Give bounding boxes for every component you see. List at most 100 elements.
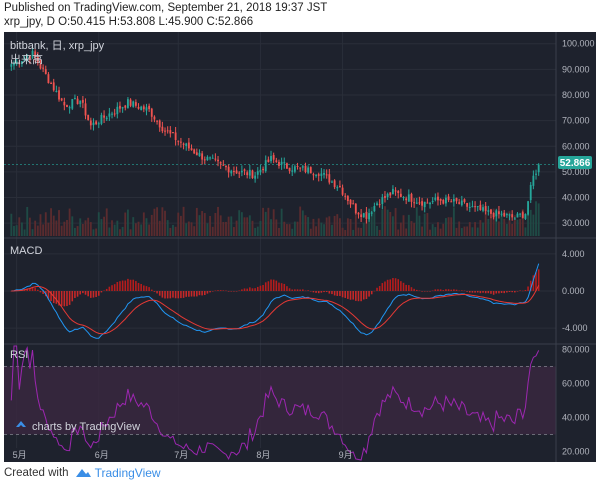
volume-bar (142, 212, 145, 236)
macd-histogram-bar (392, 278, 394, 291)
macd-histogram-bar (129, 279, 132, 291)
macd-histogram-bar (103, 290, 105, 291)
macd-histogram-bar (143, 285, 145, 291)
candle-body (426, 202, 429, 204)
candle-body (315, 174, 318, 176)
candle-body (270, 156, 272, 162)
macd-histogram-bar (352, 291, 354, 300)
candle-body (497, 211, 500, 215)
candle-body (495, 210, 498, 217)
candle-body (505, 214, 508, 216)
macd-histogram-bar (150, 289, 153, 291)
candle-body (410, 193, 413, 202)
volume-bar (161, 207, 164, 236)
macd-histogram-bar (241, 289, 243, 291)
candle-body (60, 98, 63, 101)
volume-bar (225, 221, 227, 236)
macd-histogram-bar (249, 287, 251, 291)
candle-body (95, 121, 98, 125)
candle-body (532, 175, 535, 186)
candle-body (437, 196, 439, 201)
macd-histogram-bar (196, 291, 198, 297)
volume-bar (60, 225, 63, 236)
macd-histogram-bar (431, 290, 434, 292)
chart-svg[interactable]: -4.000 0.000 4.000 20.000 40.000 60.000 80.00… (0, 32, 600, 462)
volume-bar (267, 207, 270, 236)
candle-body (365, 211, 368, 219)
tradingview-watermark[interactable]: charts by TradingView (16, 421, 140, 433)
volume-bar (246, 217, 249, 236)
volume-bar (336, 214, 339, 236)
watermark-text: charts by TradingView (32, 421, 140, 433)
volume-bar (100, 219, 103, 236)
candle-body (415, 202, 418, 204)
volume-bar (15, 225, 18, 236)
candle-body (521, 212, 524, 218)
macd-histogram-bar (445, 289, 447, 291)
candle-body (484, 206, 487, 211)
candle-body (201, 153, 204, 160)
macd-histogram-bar (294, 289, 296, 291)
macd-histogram-bar (439, 289, 442, 291)
macd-histogram-bar (304, 290, 307, 292)
candle-body (291, 170, 294, 172)
macd-histogram-bar (243, 288, 246, 291)
macd-histogram-bar (246, 288, 248, 291)
candle-body (137, 107, 140, 109)
volume-bar (455, 227, 458, 236)
volume-bar (352, 229, 355, 236)
macd-histogram-bar (92, 291, 95, 298)
macd-histogram-bar (466, 291, 468, 292)
volume-bar (230, 216, 233, 236)
macd-histogram-bar (500, 291, 503, 293)
candle-body (206, 156, 209, 161)
candle-body (328, 174, 331, 183)
macd-histogram-bar (105, 288, 108, 291)
volume-bar (394, 208, 397, 236)
macd-histogram-bar (302, 289, 304, 291)
volume-bar (214, 212, 217, 236)
macd-histogram-bar (336, 291, 339, 296)
volume-bar (52, 215, 55, 236)
volume-bar (288, 224, 291, 236)
tradingview-brand[interactable]: TradingView (75, 466, 161, 480)
candle-body (431, 201, 434, 203)
macd-histogram-bar (373, 290, 376, 292)
candle-body (246, 172, 249, 176)
volume-bar (47, 222, 50, 236)
volume-bar (262, 207, 265, 236)
volume-bar (172, 224, 174, 236)
macd-histogram-bar (254, 288, 256, 291)
volume-bar (341, 227, 344, 236)
candle-body (402, 196, 405, 198)
candle-body (116, 106, 119, 115)
candle-body (177, 140, 180, 142)
macd-histogram-bar (66, 291, 68, 307)
candle-body (444, 197, 447, 204)
macd-histogram-bar (418, 290, 421, 292)
macd-histogram-bar (413, 288, 415, 291)
macd-histogram-bar (124, 280, 127, 291)
candle-body (166, 130, 169, 132)
candle-body (418, 202, 421, 204)
footer: Created with TradingView (4, 466, 161, 480)
volume-bar (66, 219, 68, 236)
candle-body (490, 209, 492, 214)
candle-body (376, 203, 378, 206)
candle-body (389, 192, 392, 196)
candle-body (529, 184, 532, 201)
macd-histogram-bar (174, 291, 177, 299)
axes: 30.000 40.000 50.000 60.000 70.000 80.000 90.0… (13, 39, 595, 460)
macd-histogram-bar (317, 291, 320, 294)
volume-bar (365, 219, 368, 236)
candle-body (463, 199, 466, 203)
chart-area[interactable]: -4.000 0.000 4.000 20.000 40.000 60.000 80.00… (0, 32, 600, 462)
volume-bar (405, 228, 408, 236)
candle-body (386, 193, 389, 198)
macd-histogram-bar (463, 290, 466, 292)
macd-histogram-bar (97, 291, 100, 296)
candle-body (145, 107, 148, 111)
volume-bar (201, 211, 204, 236)
volume-bar (134, 223, 137, 236)
macd-histogram-bar (479, 291, 482, 294)
